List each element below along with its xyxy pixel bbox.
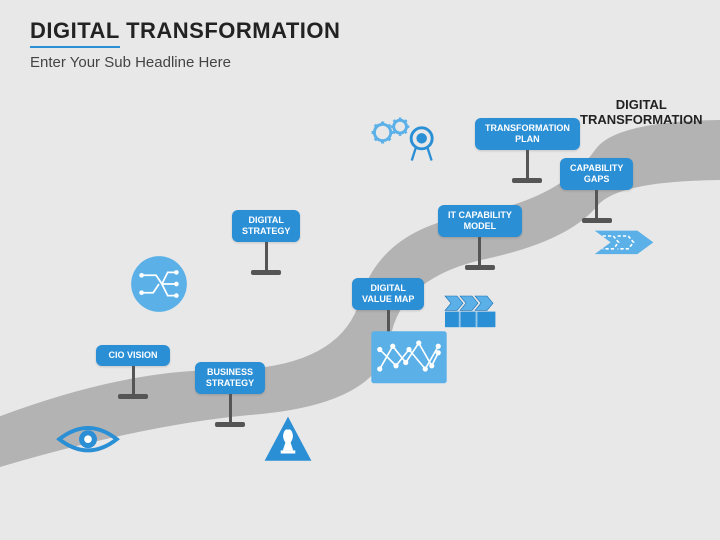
- sign-label: IT CAPABILITY MODEL: [438, 205, 522, 237]
- sign-base: [465, 265, 495, 270]
- blocks-icon: [442, 278, 514, 333]
- sign-base: [215, 422, 245, 427]
- chess-icon: [262, 414, 314, 471]
- sign-label: BUSINESS STRATEGY: [195, 362, 265, 394]
- destination-label: DIGITAL TRANSFORMATION: [580, 98, 703, 128]
- sign-pole: [595, 190, 598, 218]
- sign-label: TRANSFORMATION PLAN: [475, 118, 580, 150]
- sign-pole: [478, 237, 481, 265]
- arrow-icon: [592, 228, 656, 262]
- sign-base: [251, 270, 281, 275]
- eye-icon: [56, 420, 120, 463]
- network-icon: [370, 330, 448, 390]
- sign-pole: [229, 394, 232, 422]
- sign-label: DIGITAL STRATEGY: [232, 210, 300, 242]
- sign-pole: [265, 242, 268, 270]
- signpost-4: IT CAPABILITY MODEL: [438, 205, 522, 270]
- sign-base: [582, 218, 612, 223]
- signpost-2: DIGITAL STRATEGY: [232, 210, 300, 275]
- sign-label: CIO VISION: [96, 345, 170, 366]
- signpost-0: CIO VISION: [96, 345, 170, 399]
- circuit-icon: [130, 255, 188, 318]
- signpost-6: CAPABILITY GAPS: [560, 158, 633, 223]
- signpost-1: BUSINESS STRATEGY: [195, 362, 265, 427]
- sign-base: [512, 178, 542, 183]
- gears-icon: [368, 115, 438, 176]
- sign-label: CAPABILITY GAPS: [560, 158, 633, 190]
- sign-base: [118, 394, 148, 399]
- sign-pole: [132, 366, 135, 394]
- sign-pole: [526, 150, 529, 178]
- sign-label: DIGITAL VALUE MAP: [352, 278, 424, 310]
